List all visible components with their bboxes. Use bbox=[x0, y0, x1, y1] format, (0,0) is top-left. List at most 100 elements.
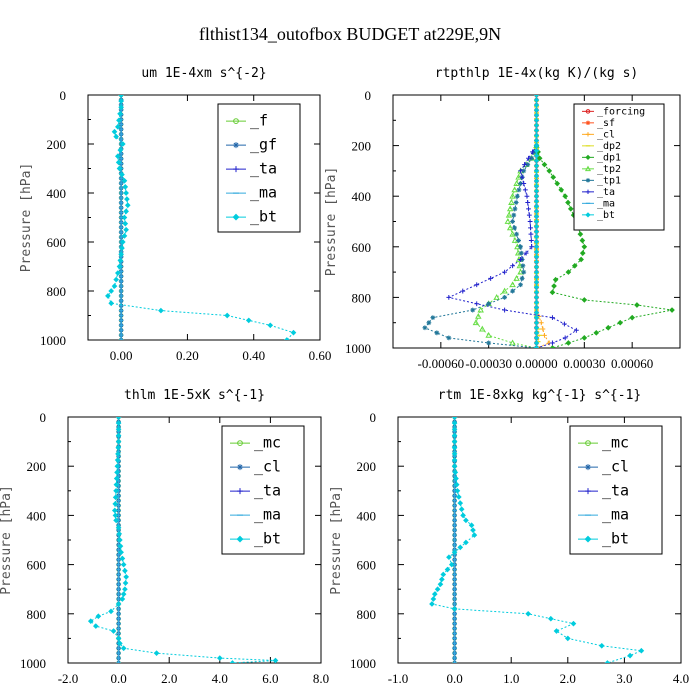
y-tick-label: 400 bbox=[27, 508, 47, 523]
data-point bbox=[578, 256, 584, 263]
y-tick-label: 800 bbox=[27, 607, 47, 622]
data-point bbox=[119, 141, 126, 147]
data-point bbox=[627, 652, 633, 659]
data-point bbox=[119, 555, 126, 562]
data-point bbox=[108, 300, 115, 307]
data-point bbox=[533, 228, 540, 235]
data-point bbox=[272, 657, 279, 663]
legend-marker bbox=[585, 189, 591, 195]
data-point bbox=[526, 212, 532, 218]
panel-2: rtpthlp 1E-4x(kg K)/(kg s) Pressure [hPa]… bbox=[324, 66, 681, 371]
data-point bbox=[113, 517, 119, 524]
legend-box bbox=[569, 425, 663, 555]
data-point bbox=[117, 640, 123, 647]
data-point bbox=[501, 287, 508, 294]
data-point bbox=[119, 596, 126, 602]
legend-marker bbox=[232, 213, 240, 221]
data-point bbox=[115, 432, 122, 439]
data-point bbox=[518, 181, 523, 186]
data-point bbox=[451, 417, 458, 420]
legend-label: _bt bbox=[597, 210, 615, 221]
legend-marker bbox=[233, 118, 239, 124]
y-tick-label: 0 bbox=[370, 410, 377, 425]
data-point bbox=[115, 420, 122, 426]
legend-marker bbox=[585, 488, 591, 495]
data-point bbox=[115, 270, 121, 276]
data-point bbox=[533, 158, 540, 164]
data-point bbox=[434, 330, 440, 336]
data-point bbox=[113, 481, 120, 488]
data-point bbox=[533, 294, 540, 301]
data-point bbox=[224, 312, 231, 319]
data-point bbox=[526, 155, 531, 161]
data-point bbox=[533, 213, 540, 220]
data-point bbox=[117, 147, 124, 153]
data-point bbox=[114, 457, 121, 463]
data-point bbox=[533, 183, 540, 189]
legend: _mc _cl _ta _ma _bt bbox=[569, 425, 663, 555]
data-point bbox=[451, 438, 458, 445]
data-point bbox=[521, 181, 527, 186]
data-point bbox=[519, 276, 525, 281]
data-point bbox=[115, 635, 122, 642]
y-tick-label: 1000 bbox=[20, 656, 46, 671]
data-point bbox=[474, 301, 480, 307]
data-point bbox=[510, 263, 515, 269]
data-point bbox=[577, 231, 584, 237]
panels: um 1E-4xm s^{-2} Pressure [hPa] 0 200 400 600… bbox=[0, 66, 689, 686]
data-point bbox=[453, 481, 460, 488]
legend-label: _tp2 bbox=[597, 164, 621, 175]
legend-label: _mc bbox=[254, 434, 281, 452]
data-point bbox=[525, 200, 531, 205]
data-point bbox=[551, 283, 557, 289]
legend-label: _dp1 bbox=[597, 152, 621, 163]
panel-4: rtm 1E-8xkg kg^{-1} s^{-1} Pressure [hPa]… bbox=[329, 388, 689, 686]
data-point bbox=[525, 610, 532, 617]
legend-label: _ta bbox=[602, 482, 629, 500]
data-point bbox=[122, 220, 129, 227]
y-tick-label: 1000 bbox=[350, 656, 376, 671]
data-point bbox=[452, 469, 459, 476]
x-tick-label: 0.0 bbox=[446, 671, 462, 686]
data-point bbox=[111, 128, 118, 135]
data-point bbox=[451, 444, 458, 451]
y-tick-label: 400 bbox=[47, 186, 67, 201]
y-tick-label: 600 bbox=[357, 558, 377, 573]
data-point bbox=[422, 325, 428, 331]
data-point bbox=[112, 501, 119, 507]
data-point bbox=[533, 244, 540, 250]
data-point bbox=[527, 219, 533, 224]
data-point bbox=[516, 238, 521, 243]
series-layer bbox=[422, 95, 675, 348]
y-tick-label: 600 bbox=[352, 240, 372, 255]
series-line-dp1 bbox=[536, 145, 673, 348]
data-point bbox=[579, 237, 586, 244]
data-point bbox=[486, 301, 492, 307]
data-point bbox=[511, 212, 517, 218]
data-point bbox=[533, 168, 540, 174]
y-tick-label: 1000 bbox=[345, 341, 371, 356]
data-point bbox=[470, 527, 476, 533]
legend-marker bbox=[585, 132, 591, 137]
legend-label: _f bbox=[250, 112, 268, 130]
data-point bbox=[533, 325, 540, 331]
legend-label: _ma bbox=[254, 506, 281, 524]
legend-label: _tp1 bbox=[597, 175, 621, 186]
data-point bbox=[115, 159, 122, 166]
data-point bbox=[488, 276, 494, 281]
data-point bbox=[457, 500, 464, 506]
panel-1: um 1E-4xm s^{-2} Pressure [hPa] 0 200 400 600… bbox=[19, 66, 331, 363]
data-point bbox=[533, 279, 540, 285]
data-point bbox=[511, 186, 518, 193]
data-point bbox=[118, 549, 124, 556]
data-point bbox=[565, 340, 572, 346]
data-point bbox=[122, 184, 129, 190]
data-point bbox=[581, 243, 588, 250]
x-tick-label: 0.00 bbox=[110, 348, 133, 363]
legend-marker bbox=[585, 212, 591, 218]
data-point bbox=[446, 554, 452, 561]
panel-title: rtpthlp 1E-4x(kg K)/(kg s) bbox=[435, 66, 639, 81]
legend-marker bbox=[585, 178, 591, 183]
data-point bbox=[554, 180, 561, 187]
